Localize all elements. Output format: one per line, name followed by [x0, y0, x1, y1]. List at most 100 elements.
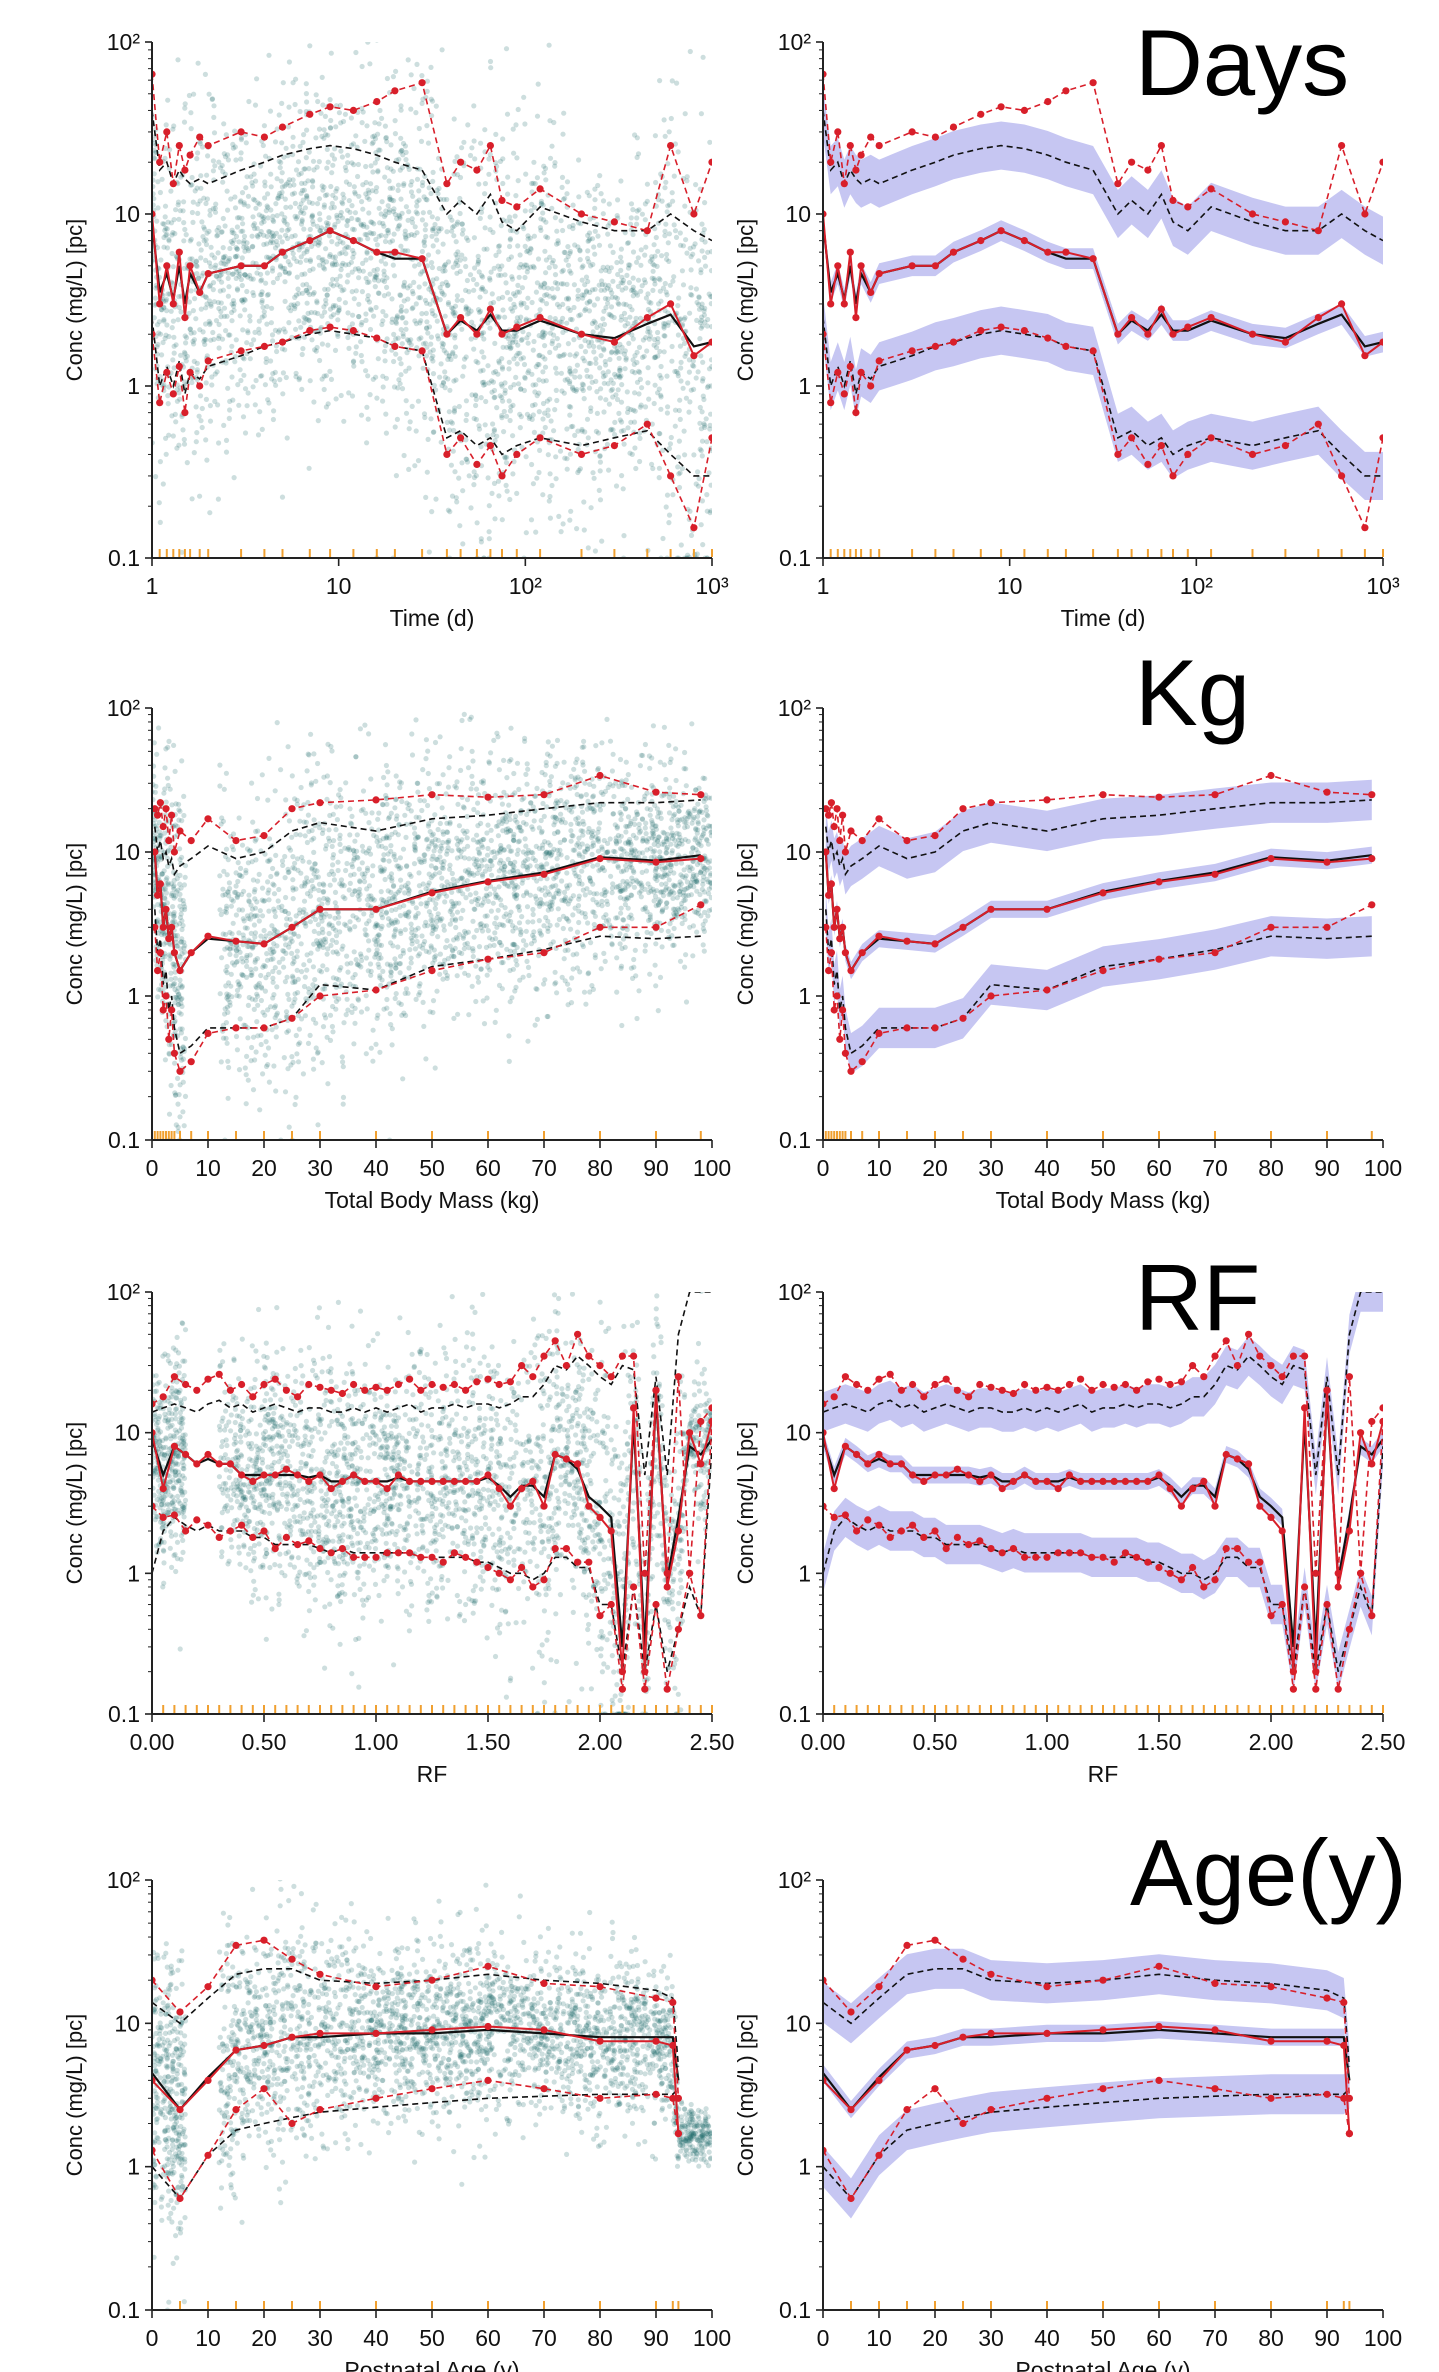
data-point [398, 327, 404, 333]
obs-point [846, 142, 854, 150]
data-point [625, 405, 631, 411]
data-point [152, 789, 158, 795]
data-point [317, 228, 323, 234]
data-point [363, 191, 369, 197]
data-point [508, 879, 515, 885]
data-point [424, 123, 430, 129]
obs-point [373, 334, 381, 342]
obs-point [349, 106, 357, 114]
data-point [393, 319, 399, 325]
data-point [234, 253, 240, 259]
data-point [658, 898, 664, 904]
data-point [243, 185, 249, 191]
obs-point [834, 368, 842, 376]
data-point [357, 878, 363, 884]
data-point [454, 254, 460, 260]
data-point [632, 353, 638, 359]
data-point [432, 812, 438, 818]
y-tick-label: 1 [798, 373, 811, 399]
data-point [595, 848, 602, 854]
data-point [702, 263, 709, 269]
data-point [381, 852, 387, 858]
data-point [418, 138, 425, 144]
data-point [239, 297, 245, 303]
data-point [428, 190, 434, 197]
data-point [649, 256, 655, 263]
data-point [329, 200, 335, 206]
data-point [440, 380, 447, 386]
data-point [317, 217, 323, 223]
data-point [629, 368, 635, 375]
data-point [452, 332, 458, 338]
data-point [269, 305, 275, 311]
data-point [429, 308, 435, 314]
data-point [216, 321, 222, 328]
data-point [463, 306, 469, 313]
data-point [209, 96, 216, 102]
data-point [316, 196, 322, 202]
data-point [296, 172, 302, 178]
data-point [505, 174, 511, 180]
data-point [379, 199, 385, 205]
data-point [583, 306, 589, 312]
data-point [168, 970, 174, 976]
data-point [532, 204, 538, 210]
obs-point [1379, 338, 1383, 346]
data-point [324, 773, 330, 779]
data-point [203, 237, 209, 243]
data-point [682, 819, 688, 825]
data-point [482, 181, 488, 187]
data-point [252, 930, 258, 936]
data-point [342, 246, 348, 252]
data-point [258, 373, 264, 379]
data-point [450, 948, 456, 954]
data-point [542, 165, 549, 172]
data-point [458, 746, 464, 752]
data-point [180, 1045, 186, 1051]
data-point [307, 257, 313, 263]
data-point [613, 350, 619, 356]
data-point [413, 209, 419, 215]
data-point [327, 252, 333, 258]
obs-point [834, 128, 842, 136]
x-tick-label: 10³ [695, 573, 729, 599]
data-point [507, 344, 513, 350]
data-point [359, 319, 365, 326]
data-point [459, 221, 465, 227]
data-point [203, 257, 209, 263]
data-point [164, 226, 170, 232]
data-point [413, 428, 419, 434]
data-point [182, 333, 188, 339]
data-point [489, 378, 495, 384]
data-point [303, 81, 309, 87]
data-point [405, 248, 411, 254]
data-point [328, 117, 334, 124]
data-point [346, 261, 352, 268]
data-point [655, 329, 661, 336]
data-point [569, 832, 575, 839]
data-point [436, 265, 442, 272]
data-point [397, 381, 403, 387]
data-point [663, 221, 669, 227]
data-point [388, 871, 395, 877]
data-point [484, 433, 490, 439]
data-point [317, 968, 323, 974]
data-point [216, 225, 222, 231]
data-point [272, 139, 279, 145]
data-point [255, 432, 262, 438]
data-point [524, 248, 530, 255]
data-point [208, 244, 214, 250]
data-point [208, 303, 214, 309]
data-point [621, 533, 627, 539]
data-point [430, 353, 436, 359]
data-point [459, 460, 465, 466]
data-point [539, 334, 545, 340]
data-point [702, 424, 708, 430]
data-point [451, 409, 457, 415]
data-point [562, 377, 568, 383]
data-point [625, 409, 631, 415]
data-point [324, 967, 330, 973]
data-point [568, 926, 574, 932]
data-point [668, 115, 674, 122]
data-point [447, 214, 453, 220]
